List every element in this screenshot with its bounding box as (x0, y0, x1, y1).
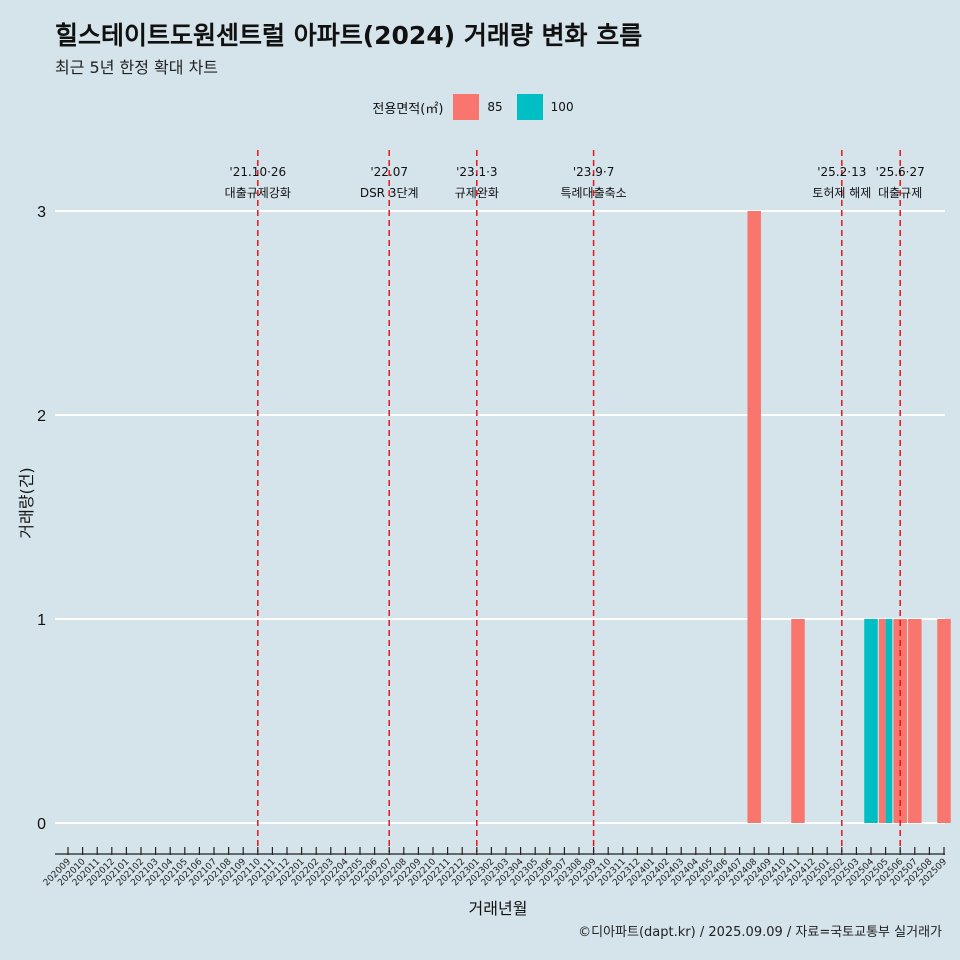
legend-label-85: 85 (487, 100, 503, 114)
legend-swatch-100 (516, 94, 543, 120)
y-tick-label: 1 (37, 612, 46, 629)
y-tick-label: 0 (37, 816, 46, 833)
event-label: 대출규제 (878, 186, 922, 200)
event-date-label: '23.9·7 (573, 165, 614, 179)
chart-title: 힐스테이트도원센트럴 아파트(2024) 거래량 변화 흐름 (55, 21, 643, 50)
x-axis-title: 거래년월 (469, 899, 528, 918)
bar-202507-85 (908, 619, 922, 823)
y-tick-label: 2 (37, 408, 46, 425)
bar-202509-85 (937, 619, 951, 823)
event-date-label: '25.2·13 (817, 165, 866, 179)
chart-caption: ©디아파트(dapt.kr) / 2025.09.09 / 자료=국토교통부 실… (578, 925, 942, 940)
legend-label-100: 100 (550, 100, 574, 114)
chart-subtitle: 최근 5년 한정 확대 차트 (55, 58, 219, 77)
event-label: DSR 3단계 (360, 186, 419, 200)
legend-title: 전용면적(㎡) (372, 101, 444, 117)
event-date-label: '22.07 (370, 165, 408, 179)
bar-202411-85 (791, 619, 805, 823)
legend: 전용면적(㎡) 85 100 (0, 94, 960, 120)
event-label: 규제완화 (455, 186, 499, 200)
bar-202408-85 (747, 211, 761, 823)
y-tick-label: 3 (37, 204, 46, 221)
event-label: 대출규제강화 (225, 186, 291, 200)
legend-item-85: 85 (453, 94, 503, 120)
event-label: 토허제 해제 (812, 186, 871, 200)
event-date-label: '23.1·3 (456, 165, 497, 179)
legend-swatch-85 (453, 94, 480, 120)
bar-202504-100 (864, 619, 878, 823)
event-label: 특례대출축소 (560, 186, 626, 200)
event-date-label: '21.10·26 (229, 165, 286, 179)
legend-item-100: 100 (516, 94, 574, 120)
bar-202505-85 (878, 619, 886, 823)
bar-202505-100 (885, 619, 893, 823)
y-axis-title: 거래량(건) (17, 467, 36, 538)
event-date-label: '25.6·27 (876, 165, 925, 179)
